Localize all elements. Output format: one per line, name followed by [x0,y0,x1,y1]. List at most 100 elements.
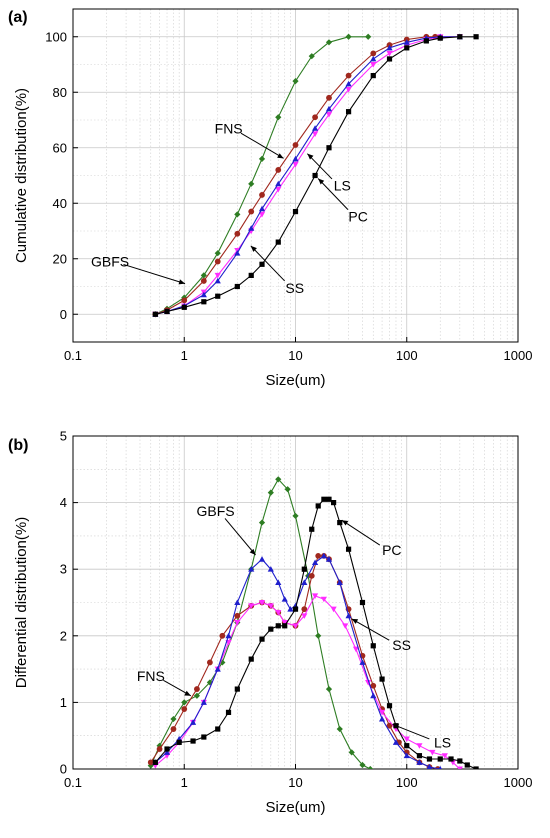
data-point [370,682,377,689]
x-tick-label: 0.1 [64,775,82,790]
data-point [248,208,255,215]
data-point [234,686,240,692]
y-tick-label: 0 [60,307,67,322]
data-point [164,308,170,315]
data-point [193,692,201,699]
data-point [301,566,307,572]
data-point [292,623,299,629]
data-point [325,39,333,46]
data-point [392,739,400,745]
data-point [234,211,241,218]
data-point [275,623,281,629]
data-point [206,659,213,666]
data-point [457,34,463,40]
annotation-label: GBFS [197,503,235,519]
data-point [438,765,442,769]
series-ss [152,552,442,769]
data-point [365,33,372,40]
annotation-arrowhead [341,520,349,526]
data-point [292,606,299,612]
data-point [152,311,158,317]
data-point [292,78,299,85]
data-point [320,552,327,559]
data-point [292,142,299,148]
data-point [282,623,288,629]
data-point [147,759,154,766]
annotation-arrowhead [178,279,186,285]
minor-grid [73,9,518,342]
data-point [301,606,308,613]
data-point [164,746,170,752]
data-point [359,659,366,665]
data-point [311,593,319,599]
data-point [275,186,282,193]
data-point [359,599,366,606]
series-group [147,476,479,769]
data-point [248,603,255,609]
data-point [320,596,327,603]
x-tick-label: 1000 [504,348,533,363]
data-point [214,277,221,284]
data-point [200,278,207,284]
data-point [426,763,433,769]
data-point [215,293,221,299]
panel-b: (b) 0.1 1 10 100 1000 0 1 2 3 4 5 Size(um) Different… [8,429,532,817]
series-line [155,36,369,315]
data-point [258,205,266,212]
data-point [258,556,266,562]
data-point [248,225,255,231]
data-point [200,699,207,705]
data-point [403,752,410,759]
series-pc [152,496,479,769]
y-tick-label: 2 [60,628,67,643]
series-line [155,595,461,769]
data-point [330,606,337,613]
series-line [150,555,438,769]
data-point [345,72,352,79]
annotation-arrowhead [277,153,284,159]
data-point [206,679,213,686]
y-tick-label: 100 [45,29,67,44]
annotation-label: LS [434,734,451,750]
data-point [473,766,479,769]
data-point [258,155,266,162]
annotation-arrowhead [392,723,400,729]
data-point [267,566,274,572]
data-point [448,756,454,762]
data-point [345,109,352,115]
data-point [359,761,366,769]
data-point [258,211,266,218]
data-point [378,715,386,722]
data-point [275,114,282,121]
x-tick-label: 10 [288,348,302,363]
x-tick-label: 100 [396,775,418,790]
data-point [152,759,158,765]
data-point [386,703,393,709]
x-tick-label: 100 [396,348,418,363]
data-point [337,519,343,526]
data-point [403,39,410,45]
data-point [370,50,377,57]
data-point [259,636,265,642]
data-point [311,559,319,566]
data-point [234,283,240,290]
data-point [292,512,299,520]
data-point [404,743,410,749]
annotations: GBFS FNS LS PC SS [91,120,368,295]
data-point [275,579,282,585]
minor-grid [73,436,518,769]
annotation-arrowhead [250,245,257,252]
data-point [370,643,376,649]
data-point [259,261,265,267]
panel-label: (b) [8,437,28,454]
data-point [309,526,315,532]
data-point [308,572,315,579]
data-point [189,719,197,725]
data-point [287,606,294,612]
data-point [181,304,187,310]
data-point [259,192,265,198]
annotation-label: GBFS [91,254,129,270]
data-point [370,62,377,68]
data-point [345,86,352,93]
